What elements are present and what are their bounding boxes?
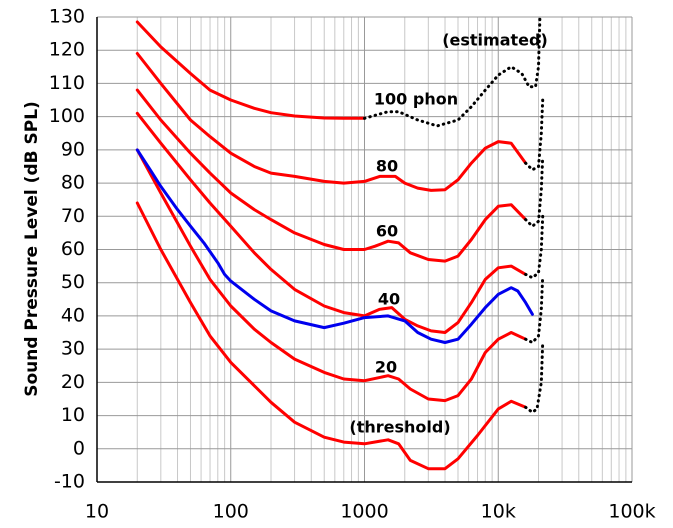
y-tick-label: 40 [61,304,85,326]
estimated-line [524,214,545,280]
contour-line [135,111,528,334]
contour-line [135,52,528,192]
x-tick-label: 10 [85,501,109,523]
annotation: 20 [375,358,397,377]
y-tick-label: 80 [61,172,85,194]
y-tick-label: 20 [61,371,85,393]
y-tick-label: 0 [73,437,85,459]
y-tick-label: 110 [49,72,85,94]
annotation: (threshold) [349,418,450,437]
contour-line [135,88,528,263]
contour-line [135,148,534,344]
contour-line [135,20,366,120]
y-tick-label: 10 [61,404,85,426]
annotation: 100 phon [374,90,458,109]
contour-line [135,148,528,403]
annotation: (estimated) [442,31,548,50]
estimated-line [524,98,545,172]
y-tick-label: 50 [61,271,85,293]
estimated-line [524,274,545,344]
x-tick-label: 100 [213,501,249,523]
y-tick-label: 60 [61,238,85,260]
y-tick-label: -10 [54,471,85,493]
x-tick-label: 1000 [340,501,388,523]
estimated-line [524,341,545,414]
estimated-line [363,15,542,128]
y-axis-label: Sound Pressure Level (dB SPL) [22,101,42,397]
y-tick-label: 100 [49,105,85,127]
annotation: 40 [378,290,400,309]
y-tick-label: 70 [61,205,85,227]
annotation: 60 [376,222,398,241]
y-tick-label: 30 [61,338,85,360]
contour-line [135,201,528,471]
y-tick-label: 90 [61,138,85,160]
y-tick-label: 130 [49,6,85,28]
estimated-line [524,155,545,228]
x-tick-label: 10k [481,501,516,523]
annotation: 80 [376,157,398,176]
x-tick-label: 100k [608,501,655,523]
y-tick-label: 120 [49,39,85,61]
